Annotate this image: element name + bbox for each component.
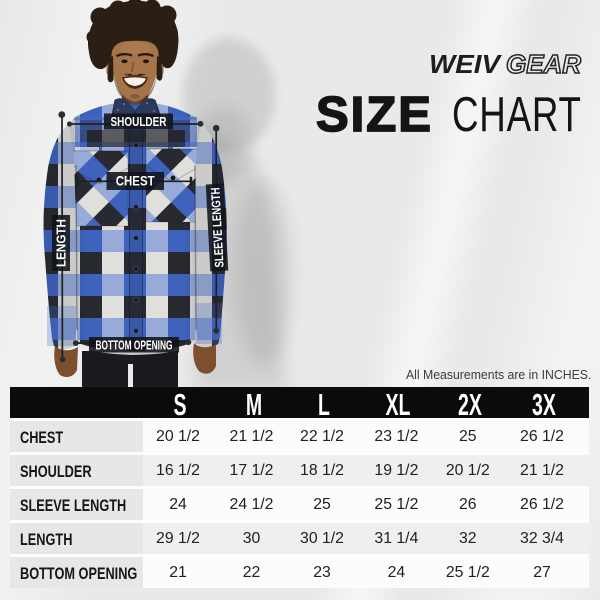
svg-text:CHEST: CHEST [116, 174, 156, 189]
svg-text:BOTTOM OPENING: BOTTOM OPENING [96, 338, 173, 352]
svg-text:GEAR: GEAR [506, 52, 582, 79]
svg-text:SHOULDER: SHOULDER [111, 114, 167, 129]
svg-text:WEIV: WEIV [429, 52, 502, 79]
svg-text:LENGTH: LENGTH [54, 219, 69, 267]
svg-text:SLEEVE LENGTH: SLEEVE LENGTH [208, 187, 226, 268]
